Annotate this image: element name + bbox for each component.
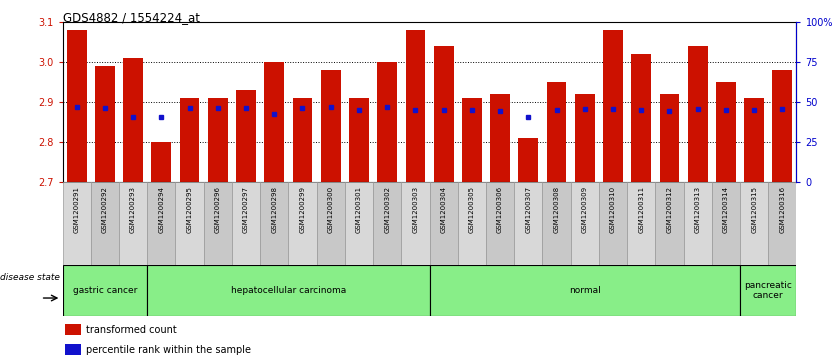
Bar [293, 98, 313, 182]
Text: GSM1200313: GSM1200313 [695, 186, 701, 233]
Bar [232, 182, 260, 265]
Bar [91, 182, 119, 265]
Bar [486, 182, 515, 265]
Bar [203, 182, 232, 265]
Text: GSM1200303: GSM1200303 [412, 186, 419, 233]
Text: GSM1200297: GSM1200297 [243, 186, 249, 233]
Bar [744, 98, 764, 182]
Text: GSM1200305: GSM1200305 [469, 186, 475, 233]
Bar [236, 90, 256, 182]
Text: GSM1200301: GSM1200301 [356, 186, 362, 233]
Bar [627, 182, 656, 265]
Bar [148, 182, 175, 265]
Bar [430, 265, 740, 316]
Bar [344, 182, 373, 265]
Bar [317, 182, 344, 265]
Bar [67, 30, 87, 181]
Text: GSM1200306: GSM1200306 [497, 186, 503, 233]
Text: GSM1200316: GSM1200316 [779, 186, 786, 233]
Bar [768, 182, 796, 265]
Bar [349, 98, 369, 182]
Text: transformed count: transformed count [86, 325, 177, 335]
Bar [570, 182, 599, 265]
Bar [575, 94, 595, 182]
Bar [208, 98, 228, 182]
Bar [599, 182, 627, 265]
Bar [519, 138, 538, 182]
Text: GSM1200309: GSM1200309 [582, 186, 588, 233]
Bar [377, 62, 397, 182]
Bar [542, 182, 570, 265]
Text: GSM1200298: GSM1200298 [271, 186, 277, 233]
Bar [434, 46, 454, 182]
Text: GSM1200307: GSM1200307 [525, 186, 531, 233]
Bar [321, 70, 340, 182]
Bar [684, 182, 711, 265]
Bar [660, 94, 680, 182]
Bar [289, 182, 317, 265]
Bar [603, 30, 623, 181]
Text: hepatocellular carcinoma: hepatocellular carcinoma [231, 286, 346, 295]
Text: normal: normal [569, 286, 600, 295]
Text: GSM1200308: GSM1200308 [554, 186, 560, 233]
Bar [264, 62, 284, 182]
Bar [546, 82, 566, 182]
Bar [260, 182, 289, 265]
Text: GSM1200311: GSM1200311 [638, 186, 644, 233]
Bar [95, 66, 115, 182]
Text: GSM1200315: GSM1200315 [751, 186, 757, 233]
Text: GSM1200292: GSM1200292 [102, 186, 108, 233]
Bar [373, 182, 401, 265]
Text: GSM1200312: GSM1200312 [666, 186, 672, 233]
Bar [515, 182, 542, 265]
Bar [123, 58, 143, 182]
Bar [458, 182, 486, 265]
Text: GSM1200293: GSM1200293 [130, 186, 136, 233]
Bar [119, 182, 148, 265]
Bar [405, 30, 425, 181]
Bar [179, 98, 199, 182]
Text: GSM1200314: GSM1200314 [723, 186, 729, 233]
Text: GSM1200302: GSM1200302 [384, 186, 390, 233]
Text: GSM1200304: GSM1200304 [440, 186, 447, 233]
Bar [63, 182, 91, 265]
Bar [656, 182, 684, 265]
Bar [740, 182, 768, 265]
Text: GSM1200295: GSM1200295 [187, 186, 193, 233]
Bar [462, 98, 482, 182]
Bar [711, 182, 740, 265]
Bar [152, 142, 171, 182]
Bar [65, 324, 81, 335]
Bar [65, 344, 81, 355]
Text: disease state: disease state [0, 273, 60, 282]
Text: GSM1200300: GSM1200300 [328, 186, 334, 233]
Bar [401, 182, 430, 265]
Bar [740, 265, 796, 316]
Text: GSM1200299: GSM1200299 [299, 186, 305, 233]
Text: GDS4882 / 1554224_at: GDS4882 / 1554224_at [63, 11, 199, 24]
Text: GSM1200294: GSM1200294 [158, 186, 164, 233]
Bar [631, 54, 651, 182]
Bar [148, 265, 430, 316]
Text: GSM1200291: GSM1200291 [73, 186, 80, 233]
Text: GSM1200296: GSM1200296 [215, 186, 221, 233]
Bar [688, 46, 707, 182]
Bar [716, 82, 736, 182]
Text: GSM1200310: GSM1200310 [610, 186, 616, 233]
Bar [175, 182, 203, 265]
Bar [430, 182, 458, 265]
Bar [772, 70, 792, 182]
Bar [63, 265, 148, 316]
Text: gastric cancer: gastric cancer [73, 286, 137, 295]
Text: percentile rank within the sample: percentile rank within the sample [86, 345, 251, 355]
Text: pancreatic
cancer: pancreatic cancer [744, 281, 792, 300]
Bar [490, 94, 510, 182]
